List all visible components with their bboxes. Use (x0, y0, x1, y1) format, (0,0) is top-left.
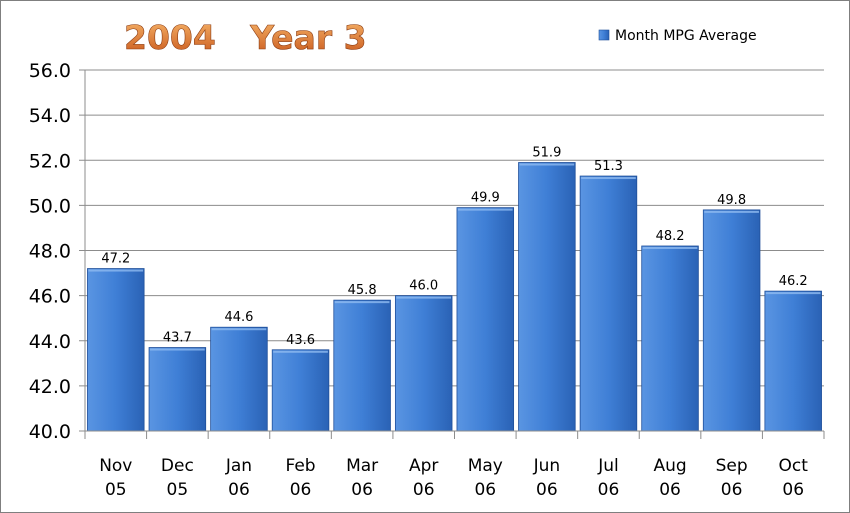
x-tick-label-month: Apr (409, 456, 438, 476)
bar (271, 349, 330, 432)
y-tick-label: 44.0 (29, 331, 71, 353)
x-tick-label-month: Feb (285, 456, 315, 476)
bar-highlight (334, 301, 390, 304)
x-tick-label-year: 06 (290, 480, 312, 500)
x-tick-label: Dec 05 (161, 456, 194, 500)
data-label: 47.2 (101, 252, 130, 267)
x-tick-label-year: 05 (167, 480, 189, 500)
axes: 40.0 42.0 44.0 46.0 48.0 50.0 52.0 54.0 56.0 Nov 0… (29, 60, 825, 500)
bars (87, 162, 822, 432)
data-label: 48.2 (656, 229, 685, 244)
x-tick-label-year: 06 (228, 480, 250, 500)
bar (87, 268, 145, 432)
data-label: 49.9 (471, 191, 500, 206)
bar (394, 295, 453, 432)
data-labels: 47.2 43.7 44.6 43.6 45.8 46.0 49.9 51.9 51.3 48.2… (101, 146, 807, 348)
data-label: 46.0 (409, 279, 438, 294)
y-tick-label: 48.0 (29, 241, 71, 263)
data-label: 49.8 (717, 193, 746, 208)
bar (148, 347, 207, 432)
x-tick-label-month: Oct (779, 456, 809, 476)
y-tick-label: 52.0 (29, 150, 71, 172)
bar (579, 175, 638, 432)
x-tick-label: Jul 06 (597, 456, 619, 500)
bar (641, 245, 699, 432)
bar-highlight (642, 246, 698, 249)
y-tick-label: 56.0 (29, 60, 71, 82)
x-tick-label-year: 06 (659, 480, 681, 500)
x-tick-label-month: Nov (99, 456, 132, 476)
x-tick-label-month: Dec (161, 456, 194, 476)
x-tick-label-month: Jun (533, 456, 561, 476)
x-tick-label-year: 05 (105, 480, 127, 500)
x-tick-label-year: 06 (351, 480, 373, 500)
x-tick-label-year: 06 (721, 480, 743, 500)
x-tick-label-month: Jan (225, 456, 252, 476)
x-tick-label: Apr 06 (409, 456, 438, 500)
legend-label: Month MPG Average (615, 28, 757, 44)
bar (456, 207, 515, 432)
bar-highlight (704, 210, 759, 213)
y-tick-label: 50.0 (29, 195, 71, 217)
bar-highlight (150, 348, 205, 351)
x-tick-label-year: 06 (536, 480, 558, 500)
x-tick-label-year: 06 (474, 480, 496, 500)
bar (210, 326, 268, 432)
data-label: 43.6 (286, 333, 315, 348)
x-tick-label-month: Mar (346, 456, 378, 476)
bar-highlight (396, 296, 452, 299)
x-tick-label: Jun 06 (533, 456, 561, 500)
x-tick-label-month: Jul (597, 456, 619, 476)
data-label: 45.8 (348, 283, 377, 298)
x-tick-label: Sep 06 (716, 456, 748, 500)
x-tick-label: Jan 06 (225, 456, 252, 500)
x-tick-label: Feb 06 (285, 456, 315, 500)
bar-highlight (211, 328, 267, 331)
y-tick-label: 40.0 (29, 421, 71, 443)
bar-highlight (581, 177, 636, 180)
bar (333, 299, 391, 432)
chart-title: 2004 Year 3 (124, 18, 367, 57)
x-tick-label-month: Sep (716, 456, 748, 476)
x-tick-label: Nov 05 (99, 456, 132, 500)
x-tick-label: May 06 (468, 456, 503, 500)
bar-highlight (457, 208, 513, 211)
data-label: 43.7 (163, 331, 192, 346)
bar (518, 162, 576, 432)
legend: Month MPG Average (598, 28, 757, 44)
x-tick-label-month: Aug (653, 456, 686, 476)
data-label: 44.6 (224, 310, 253, 325)
x-tick-label-year: 06 (782, 480, 804, 500)
bar-highlight (765, 292, 821, 295)
y-tick-label: 54.0 (29, 105, 71, 127)
x-tick-label: Aug 06 (653, 456, 686, 500)
legend-swatch (598, 29, 610, 41)
x-tick-label-month: May (468, 456, 503, 476)
bar-highlight (88, 269, 144, 272)
grid-lines (85, 69, 824, 387)
bar-highlight (273, 350, 328, 353)
data-label: 51.3 (594, 159, 623, 174)
x-tick-label: Mar 06 (346, 456, 378, 500)
data-label: 46.2 (779, 274, 808, 289)
data-label: 51.9 (532, 146, 561, 161)
bar (702, 209, 761, 432)
bar-highlight (519, 163, 575, 166)
bar (764, 290, 822, 432)
y-tick-label: 42.0 (29, 376, 71, 398)
x-tick-label-year: 06 (413, 480, 435, 500)
y-tick-label: 46.0 (29, 286, 71, 308)
x-tick-label-year: 06 (598, 480, 620, 500)
x-tick-label: Oct 06 (779, 456, 809, 500)
